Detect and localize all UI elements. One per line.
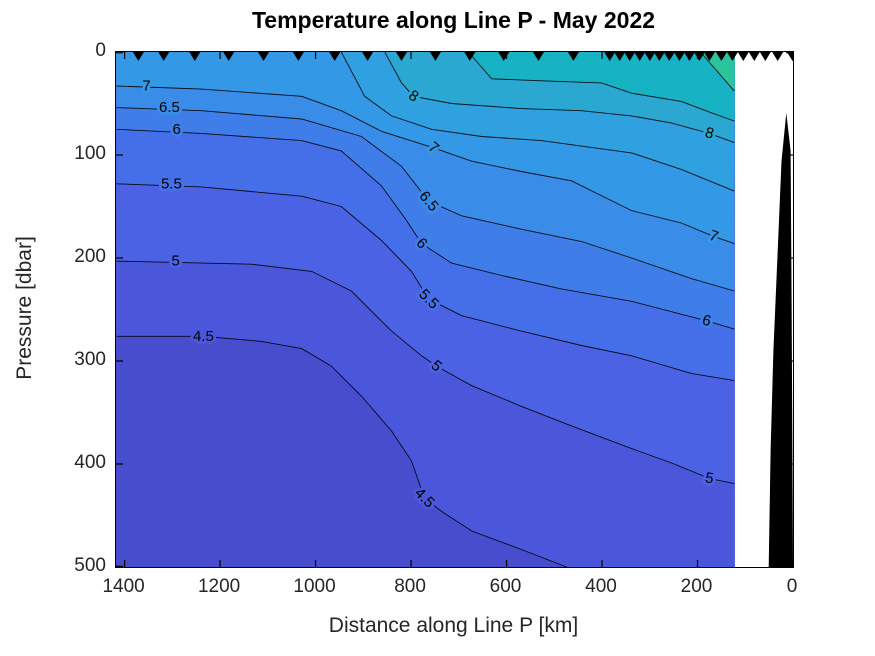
contour-label-5: 5: [172, 253, 180, 270]
station-marker: [396, 52, 407, 61]
contour-line-7: [116, 85, 735, 245]
station-marker: [132, 52, 144, 61]
plot-area: 7 6.5 6 5.5 5 4.5 8 7 6.5 6 5.5 5 4.5 8 7 6 5: [115, 51, 794, 568]
station-marker: [614, 52, 626, 61]
x-tick-label: 600: [489, 576, 522, 597]
contour-line-7.5: [340, 52, 735, 192]
chart-title: Temperature along Line P - May 2022: [251, 7, 656, 33]
contour-label-7: 7: [142, 77, 150, 94]
contour-label-4.5: 4.5: [193, 328, 214, 345]
x-tick-label: 400: [585, 576, 617, 597]
station-marker: [362, 52, 374, 61]
y-tick-label: 200: [74, 246, 106, 267]
band-above-8.5: [468, 52, 735, 121]
station-marker: [464, 52, 476, 61]
y-tick-label: 300: [74, 349, 106, 370]
station-marker: [634, 52, 646, 61]
contour-label-6.5: 6.5: [159, 99, 180, 116]
station-marker: [703, 52, 715, 61]
contour-line-6.5: [116, 107, 735, 292]
contour-line-6: [116, 128, 735, 330]
station-marker: [567, 52, 579, 61]
station-marker: [787, 52, 793, 61]
station-marker: [292, 52, 304, 61]
x-axis-label: Distance along Line P [km]: [328, 614, 579, 637]
y-tick-label: 400: [74, 452, 106, 473]
bathymetry-silhouette: [768, 112, 793, 567]
station-marker: [604, 52, 616, 61]
station-marker: [429, 52, 441, 61]
station-marker: [644, 52, 656, 61]
y-tick-label: 0: [95, 40, 106, 61]
contour-line-5.5: [116, 183, 735, 382]
station-marker: [533, 52, 544, 61]
station-marker: [624, 52, 636, 61]
x-tick-label: 200: [680, 576, 713, 597]
contour-line-9: [700, 52, 735, 92]
y-tick-label: 500: [74, 555, 106, 576]
station-marker: [715, 52, 727, 61]
y-tick-label: 100: [74, 143, 106, 164]
station-marker: [653, 52, 665, 61]
x-tick-label: 1400: [102, 576, 145, 597]
station-marker: [189, 52, 201, 61]
station-marker: [748, 52, 760, 61]
station-marker: [772, 52, 784, 61]
contour-line-8: [384, 52, 735, 144]
contour-line-5: [116, 260, 735, 485]
station-marker: [673, 52, 685, 61]
station-marker: [737, 52, 749, 61]
station-marker: [158, 52, 170, 61]
station-marker: [329, 52, 341, 61]
station-marker: [223, 52, 235, 61]
x-tick-label: 0: [786, 576, 798, 597]
x-tick-label: 1200: [197, 576, 241, 597]
contour-label-5.5: 5.5: [161, 175, 182, 192]
contour-line-8.5: [467, 52, 735, 122]
x-tick-label: 1000: [293, 576, 336, 597]
station-marker: [258, 52, 269, 61]
station-marker: [663, 52, 675, 61]
station-marker: [693, 52, 705, 61]
station-marker: [759, 52, 771, 61]
contour-label-6: 6: [172, 121, 180, 138]
x-tick-label: 800: [394, 576, 426, 597]
station-marker: [683, 52, 695, 61]
station-marker: [726, 52, 738, 61]
contour-line-4.5: [116, 335, 567, 567]
